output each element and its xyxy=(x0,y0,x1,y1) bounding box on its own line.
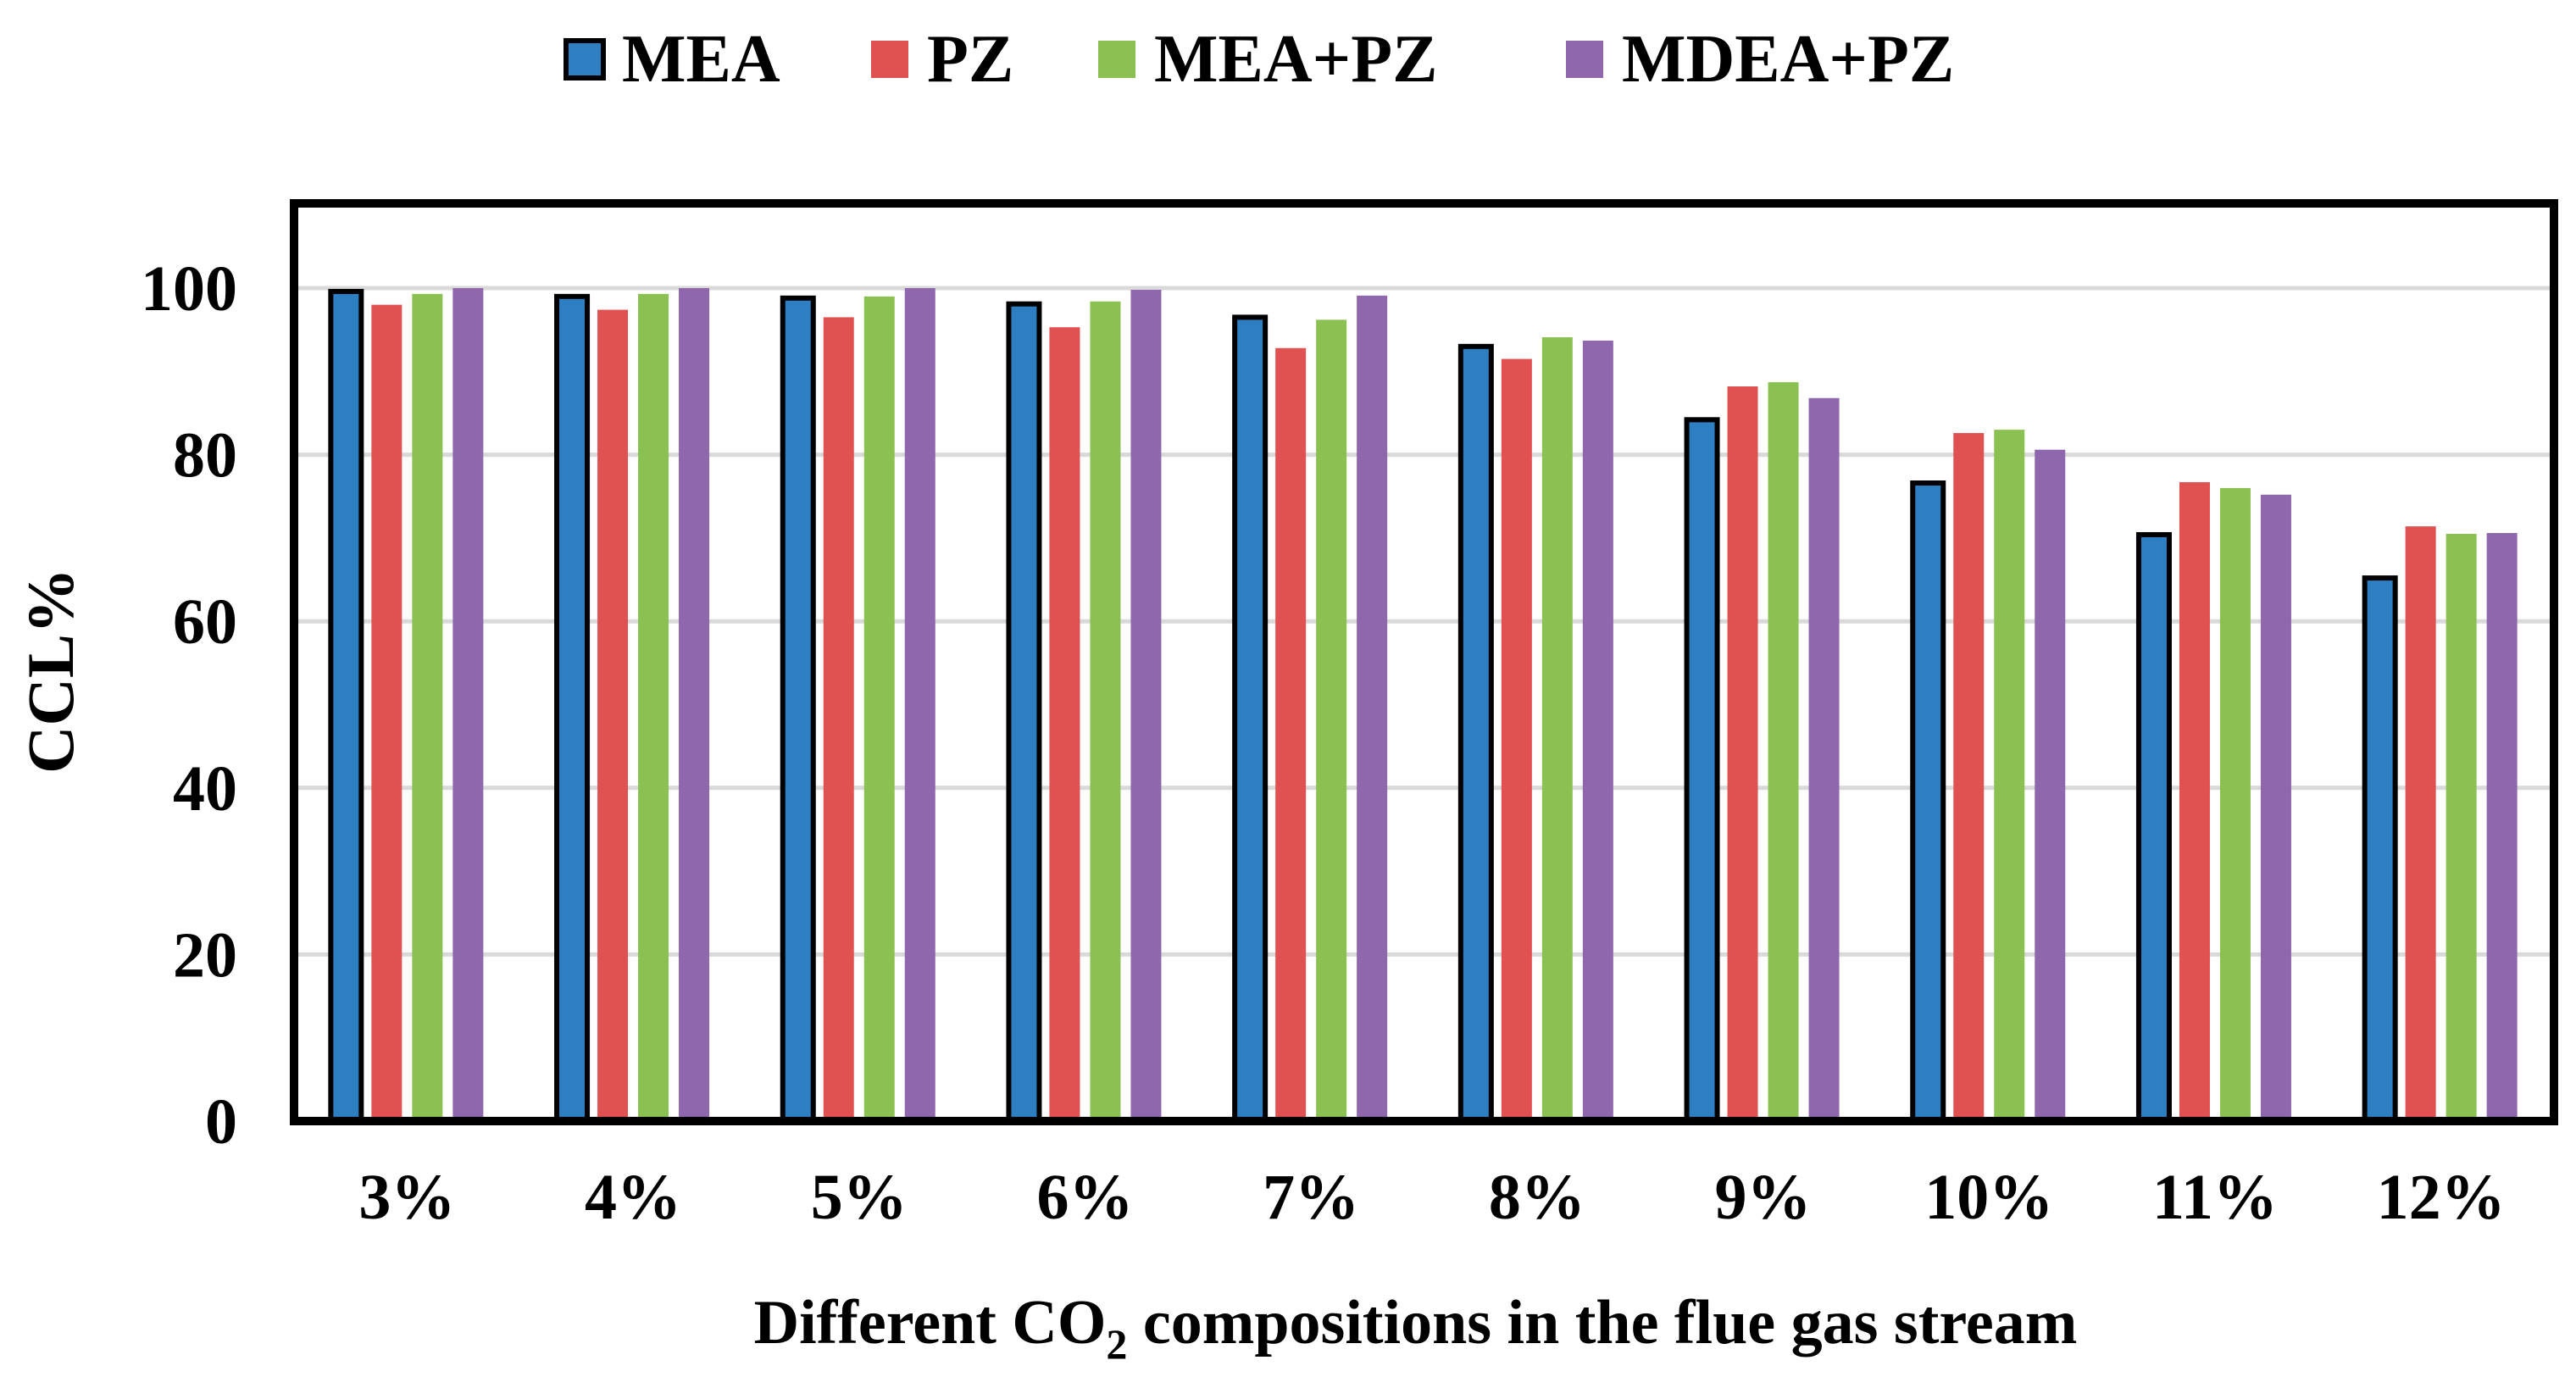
bar-mea-plus-pz-12pct xyxy=(2446,533,2477,1121)
bar-mea-plus-pz-4pct xyxy=(638,293,669,1122)
bar-mea-10pct xyxy=(1910,480,1946,1124)
bar-pz-6pct xyxy=(1049,327,1080,1121)
legend-swatch-mea-plus-pz xyxy=(1098,41,1135,78)
bars xyxy=(328,288,2518,1124)
bar-mea-plus-pz-9pct xyxy=(1768,382,1799,1122)
bar-pz-10pct xyxy=(1953,433,1985,1121)
legend: MEA PZ MEA+PZ MDEA+PZ xyxy=(564,22,1954,97)
bar-mea-3pct xyxy=(328,288,364,1124)
bar-pz-9pct xyxy=(1727,386,1758,1121)
x-tick-label: 7% xyxy=(1263,1162,1359,1233)
bar-pz-8pct xyxy=(1501,358,1532,1121)
bar-pz-12pct xyxy=(2405,526,2436,1121)
x-axis-label: Different CO2 compositions in the flue g… xyxy=(754,1288,2078,1368)
bar-pz-7pct xyxy=(1275,347,1307,1121)
x-tick-label: 9% xyxy=(1715,1162,1812,1233)
gridlines xyxy=(294,286,2554,957)
legend-label: MDEA+PZ xyxy=(1622,22,1954,97)
bar-mea-plus-pz-8pct xyxy=(1541,336,1573,1121)
bar-mdea-plus-pz-11pct xyxy=(2260,494,2291,1121)
bar-mea-plus-pz-3pct xyxy=(412,293,443,1122)
x-tick-labels: 3% 4% 5% 6% 7% 8% 9% 10% 11% 12% xyxy=(358,1162,2505,1233)
legend-swatch-mdea-plus-pz xyxy=(1566,41,1603,78)
bar-mdea-plus-pz-3pct xyxy=(452,288,484,1121)
y-tick-label: 100 xyxy=(141,253,237,325)
x-tick-label: 11% xyxy=(2152,1162,2278,1233)
bar-mea-9pct xyxy=(1684,417,1720,1124)
bar-mea-7pct xyxy=(1232,314,1269,1124)
legend-label: PZ xyxy=(927,22,1013,97)
bar-pz-3pct xyxy=(371,304,402,1121)
legend-label: MEA+PZ xyxy=(1154,22,1437,97)
bar-mea-5pct xyxy=(780,295,816,1124)
x-tick-label: 3% xyxy=(358,1162,455,1233)
y-axis-label: CCL% xyxy=(14,568,87,774)
y-tick-label: 40 xyxy=(173,753,237,824)
bar-mdea-plus-pz-7pct xyxy=(1357,295,1388,1121)
y-tick-label: 80 xyxy=(173,420,237,491)
legend-label: MEA xyxy=(622,22,780,97)
bar-mdea-plus-pz-4pct xyxy=(679,288,710,1121)
bar-mdea-plus-pz-5pct xyxy=(904,288,935,1121)
y-tick-label: 60 xyxy=(173,586,237,658)
bar-mea-plus-pz-5pct xyxy=(863,296,895,1122)
y-tick-label: 0 xyxy=(205,1086,237,1158)
x-tick-label: 4% xyxy=(585,1162,681,1233)
bar-mea-plus-pz-11pct xyxy=(2219,487,2251,1121)
x-tick-label: 10% xyxy=(1924,1162,2053,1233)
bar-mea-12pct xyxy=(2362,575,2398,1124)
bar-pz-4pct xyxy=(597,309,629,1122)
x-axis-label-prefix: Different CO xyxy=(754,1288,1107,1357)
legend-swatch-mea xyxy=(564,38,606,81)
legend-swatch-pz xyxy=(871,41,908,78)
x-tick-label: 5% xyxy=(811,1162,908,1233)
bar-mea-plus-pz-10pct xyxy=(1994,430,2025,1121)
bar-mea-plus-pz-6pct xyxy=(1090,301,1121,1121)
bar-mdea-plus-pz-12pct xyxy=(2486,533,2518,1121)
bar-pz-11pct xyxy=(2179,482,2210,1121)
x-tick-label: 6% xyxy=(1036,1162,1133,1233)
y-tick-label: 20 xyxy=(173,919,237,991)
x-tick-label: 12% xyxy=(2377,1162,2506,1233)
bar-pz-5pct xyxy=(823,317,854,1121)
x-tick-label: 8% xyxy=(1489,1162,1585,1233)
x-axis-label-suffix: compositions in the flue gas stream xyxy=(1127,1288,2077,1357)
bar-mea-4pct xyxy=(554,293,591,1124)
plot-frame xyxy=(290,199,2558,1125)
bar-mdea-plus-pz-9pct xyxy=(1808,397,1840,1122)
x-axis-label-subscript: 2 xyxy=(1106,1320,1127,1368)
y-tick-labels: 0 20 40 60 80 100 xyxy=(141,253,237,1158)
bar-mdea-plus-pz-8pct xyxy=(1582,340,1613,1122)
bar-mea-8pct xyxy=(1457,343,1494,1124)
bar-mea-11pct xyxy=(2135,531,2172,1124)
bar-mdea-plus-pz-6pct xyxy=(1130,289,1162,1121)
bar-mdea-plus-pz-10pct xyxy=(2035,449,2066,1121)
bar-mea-6pct xyxy=(1006,301,1042,1124)
bar-mea-plus-pz-7pct xyxy=(1316,319,1347,1121)
